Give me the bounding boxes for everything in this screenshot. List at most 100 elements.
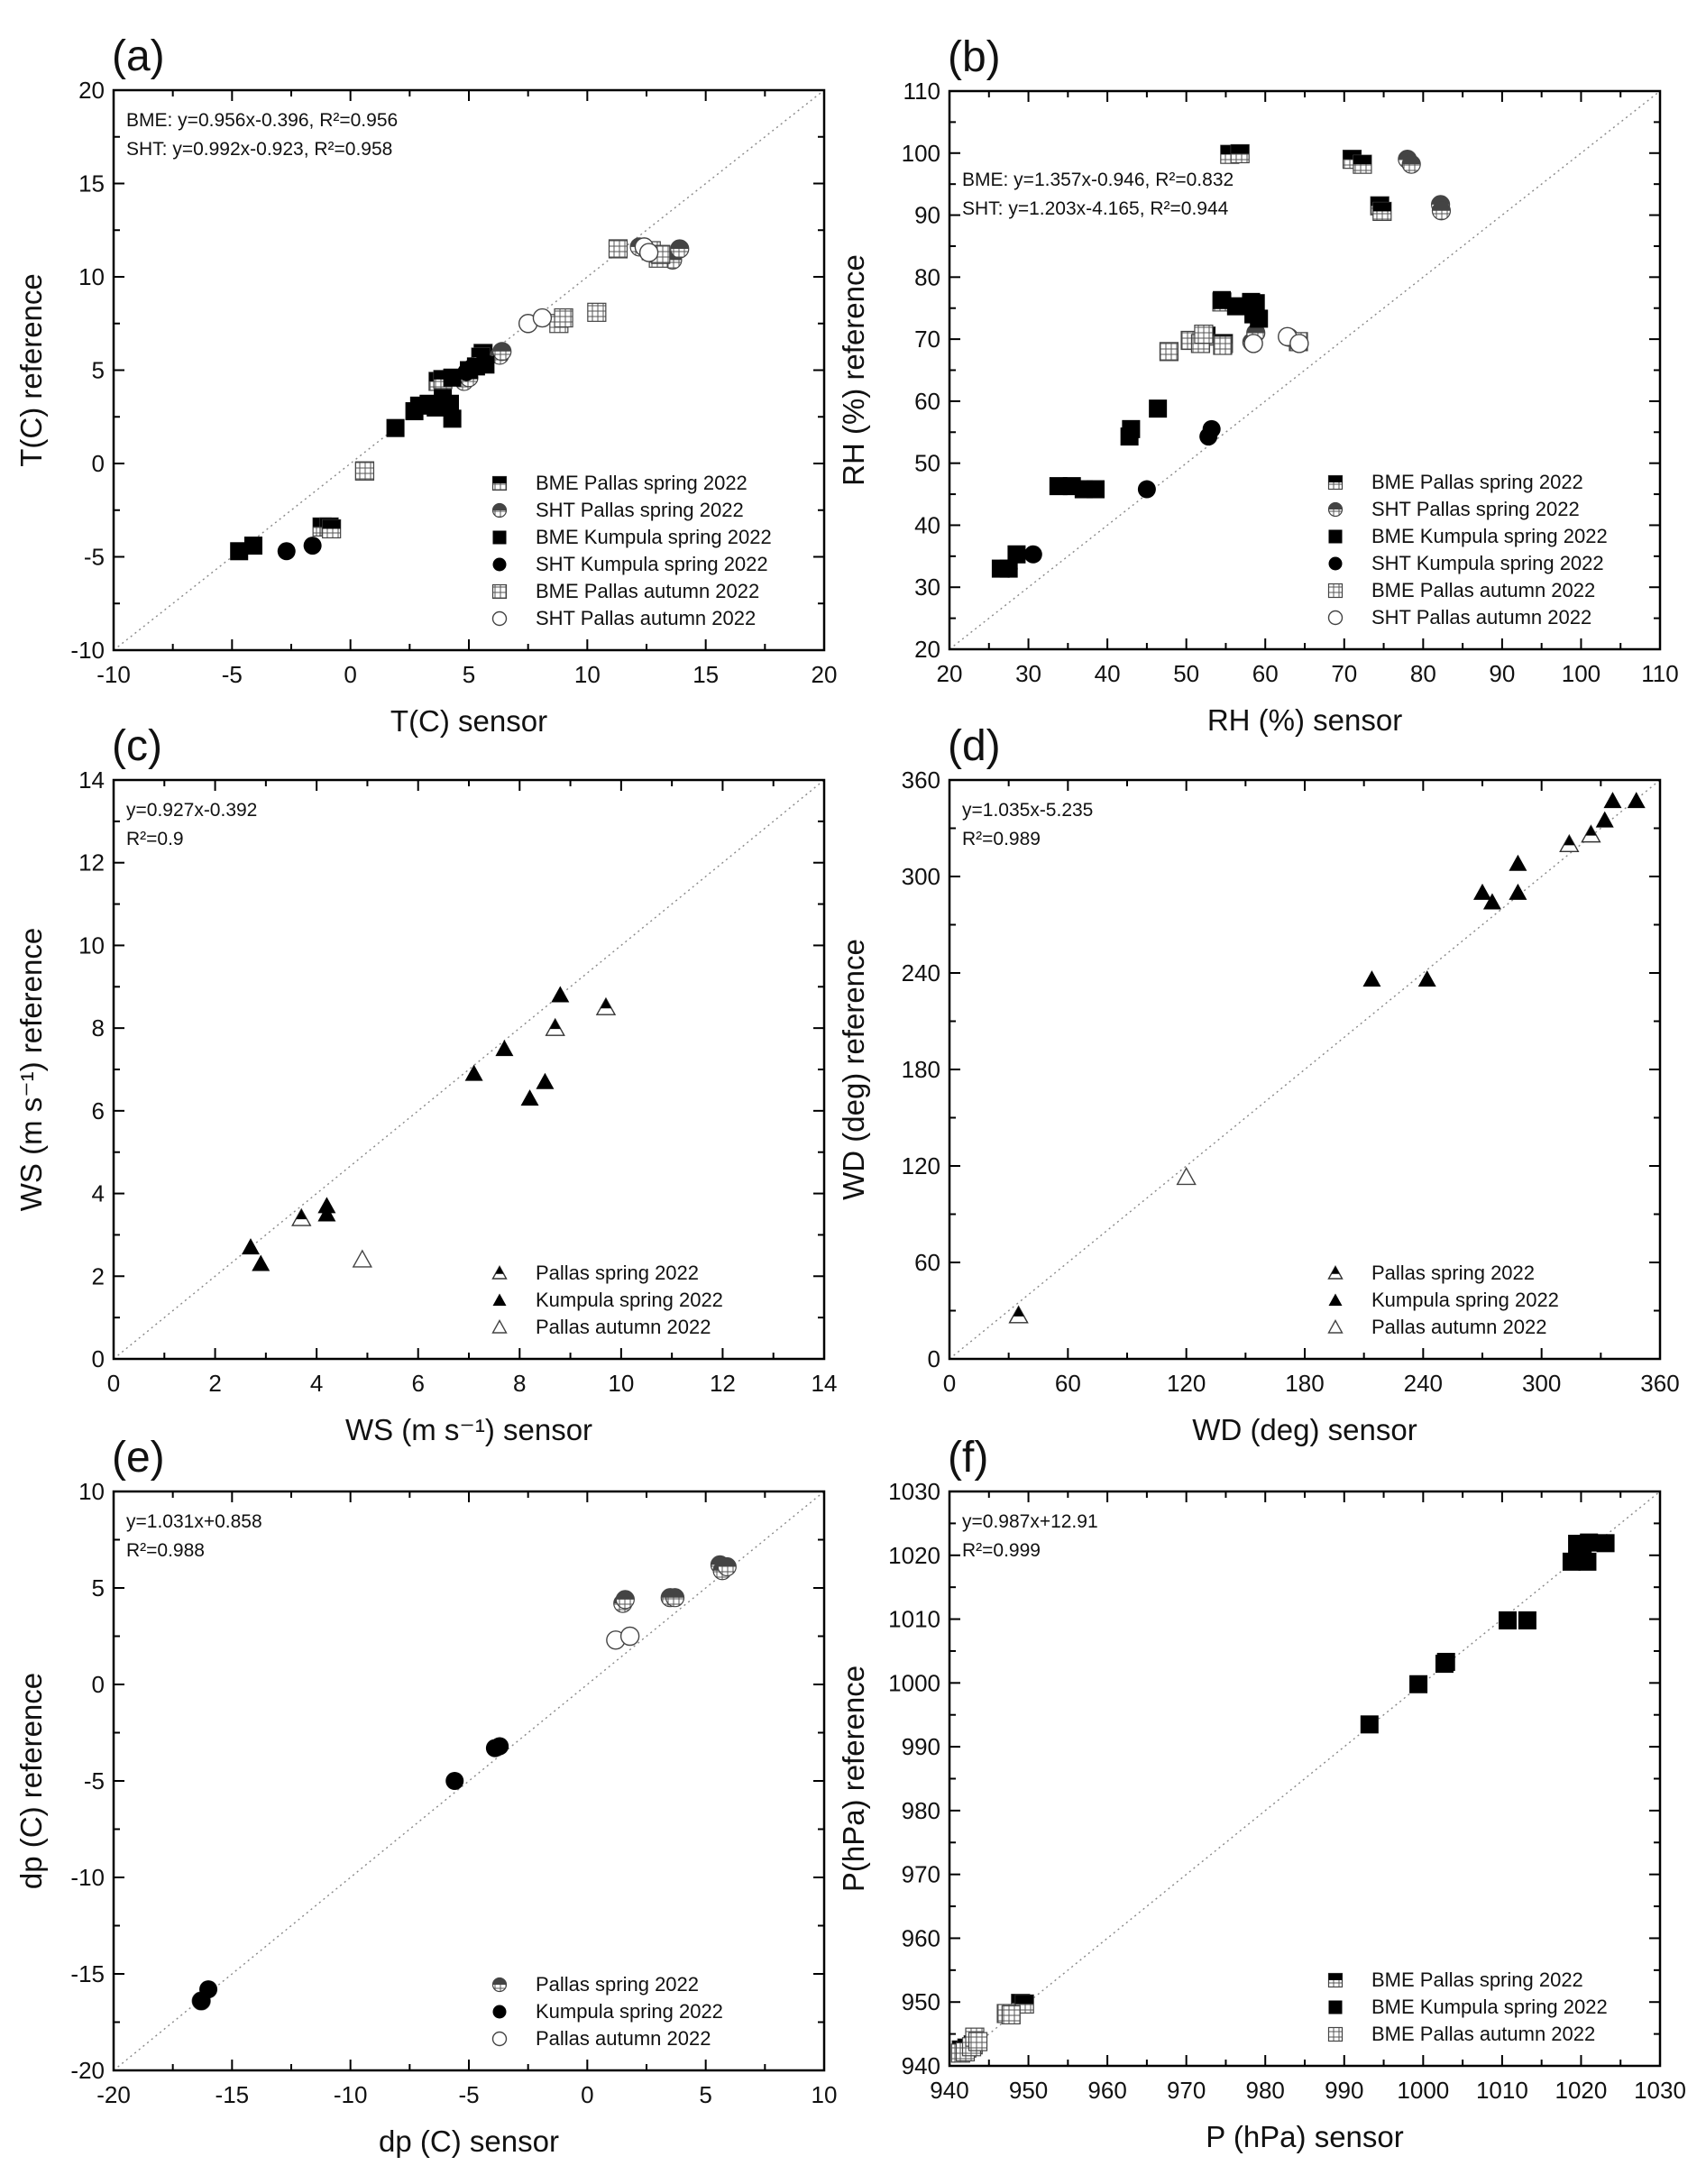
legend-label: Pallas autumn 2022 xyxy=(536,2027,711,2050)
y-axis-title: WD (deg) reference xyxy=(837,939,870,1200)
x-tick-label: 300 xyxy=(1522,1370,1561,1397)
x-axis-title: T(C) sensor xyxy=(390,704,547,738)
y-tick-label: -20 xyxy=(70,2057,105,2084)
data-point xyxy=(440,394,459,413)
data-point-top xyxy=(600,998,611,1009)
data-point xyxy=(1122,419,1141,438)
y-tick-label: 20 xyxy=(78,77,105,104)
y-tick-label: 2 xyxy=(92,1262,105,1289)
regression-equation: SHT: y=1.203x-4.165, R²=0.944 xyxy=(962,198,1229,219)
data-point xyxy=(1243,334,1263,353)
x-tick-label: 1030 xyxy=(1634,2077,1686,2104)
x-tick-label: 70 xyxy=(1331,660,1357,687)
data-point xyxy=(608,239,628,259)
legend-label: BME Pallas autumn 2022 xyxy=(1371,2023,1595,2045)
y-tick-label: 30 xyxy=(914,574,940,601)
data-point-top xyxy=(1343,150,1362,160)
data-point xyxy=(243,537,262,555)
x-tick-label: 30 xyxy=(1015,660,1041,687)
y-tick-label: -10 xyxy=(70,637,105,664)
data-point-top xyxy=(1432,201,1451,211)
series-sht-pallas-autumn-2022 xyxy=(518,237,659,334)
y-tick-label: 5 xyxy=(92,1574,105,1601)
series-sht-pallas-spring-2022 xyxy=(1242,150,1452,353)
data-point xyxy=(1001,2005,1021,2024)
legend-marker xyxy=(1327,610,1344,626)
data-point xyxy=(1250,309,1269,328)
panel-a: (a) -10 -5 0 5 10 15 20 -10 -5 0 5 10 15 20 T(C) sensor… xyxy=(14,32,837,738)
legend-marker-top xyxy=(495,1266,504,1274)
y-tick-label: 10 xyxy=(78,931,105,959)
data-point xyxy=(619,1626,640,1647)
y-tick-label: 980 xyxy=(902,1797,940,1824)
plot-frame xyxy=(948,778,1662,1361)
y-tick-label: 10 xyxy=(78,1478,105,1505)
panel-label: (f) xyxy=(948,1434,988,1482)
legend-marker xyxy=(491,583,508,600)
data-point-top xyxy=(549,1019,561,1030)
data-point-top xyxy=(616,1590,635,1600)
data-point-top xyxy=(1015,1995,1034,2005)
one-to-one-line xyxy=(113,779,825,1360)
data-point-top xyxy=(434,370,453,380)
x-tick-label: 960 xyxy=(1087,2077,1126,2104)
y-tick-label: 0 xyxy=(92,1345,105,1372)
plot-frame xyxy=(112,88,826,652)
legend-label: BME Pallas autumn 2022 xyxy=(1371,579,1595,601)
legend-label: SHT Pallas autumn 2022 xyxy=(1371,606,1591,629)
data-point xyxy=(1499,1610,1518,1629)
y-tick-label: 14 xyxy=(78,766,105,794)
data-point xyxy=(1482,893,1501,910)
data-point xyxy=(1226,297,1245,316)
series-kumpula-spring-2022 xyxy=(1362,792,1646,987)
data-point-top xyxy=(670,239,689,249)
legend-marker-top xyxy=(1328,502,1343,509)
panel-d: (d) 0 60 120 180 240 300 360 0 60 120 180 240 300 360 W… xyxy=(837,722,1680,1446)
data-point xyxy=(1194,325,1214,344)
legend-label: BME Kumpula spring 2022 xyxy=(1371,525,1608,547)
series-pallas-autumn-2022 xyxy=(1176,1167,1197,1186)
data-point-top xyxy=(1220,145,1239,155)
one-to-one-line xyxy=(113,1491,825,2071)
data-point xyxy=(230,542,249,561)
data-point-top xyxy=(1353,155,1371,165)
x-axis-title: P (hPa) sensor xyxy=(1206,2120,1404,2153)
data-point xyxy=(354,461,375,481)
series-pallas-spring-2022 xyxy=(1008,824,1601,1324)
y-tick-label: 0 xyxy=(928,1345,940,1372)
x-tick-label: 970 xyxy=(1167,2077,1206,2104)
data-point-top xyxy=(1564,835,1575,846)
x-tick-label: -20 xyxy=(96,2081,131,2108)
legend-label: SHT Pallas spring 2022 xyxy=(1371,498,1580,520)
data-point xyxy=(352,1249,372,1268)
y-tick-label: 60 xyxy=(914,1249,940,1276)
data-point xyxy=(520,1089,539,1106)
legend-label: BME Pallas spring 2022 xyxy=(536,472,748,494)
panel-label: (e) xyxy=(112,1434,165,1482)
one-to-one-line xyxy=(949,1491,1661,2067)
x-tick-label: 1020 xyxy=(1555,2077,1608,2104)
data-point xyxy=(495,1040,514,1057)
legend-label: SHT Kumpula spring 2022 xyxy=(536,553,768,575)
x-tick-label: 20 xyxy=(812,661,838,688)
x-tick-label: 1010 xyxy=(1476,2077,1528,2104)
data-point xyxy=(1595,811,1614,828)
y-tick-label: 120 xyxy=(902,1152,940,1179)
series-pallas-autumn-2022 xyxy=(352,1249,372,1268)
x-tick-label: 90 xyxy=(1489,660,1515,687)
y-tick-label: 100 xyxy=(902,140,940,167)
legend-label: Kumpula spring 2022 xyxy=(536,1289,723,1311)
data-point xyxy=(587,302,607,322)
data-point xyxy=(1580,1533,1599,1552)
data-point xyxy=(443,409,462,428)
y-tick-label: 8 xyxy=(92,1014,105,1042)
x-tick-label: -10 xyxy=(96,661,131,688)
legend-label: Pallas autumn 2022 xyxy=(536,1316,711,1338)
x-tick-label: 0 xyxy=(107,1370,120,1397)
x-tick-label: -5 xyxy=(458,2081,479,2108)
legend-marker-top xyxy=(1331,1266,1340,1274)
legend-marker xyxy=(1327,2026,1344,2042)
y-tick-label: 940 xyxy=(902,2052,940,2079)
data-point xyxy=(1417,970,1436,987)
y-tick-label: 1000 xyxy=(888,1669,940,1696)
